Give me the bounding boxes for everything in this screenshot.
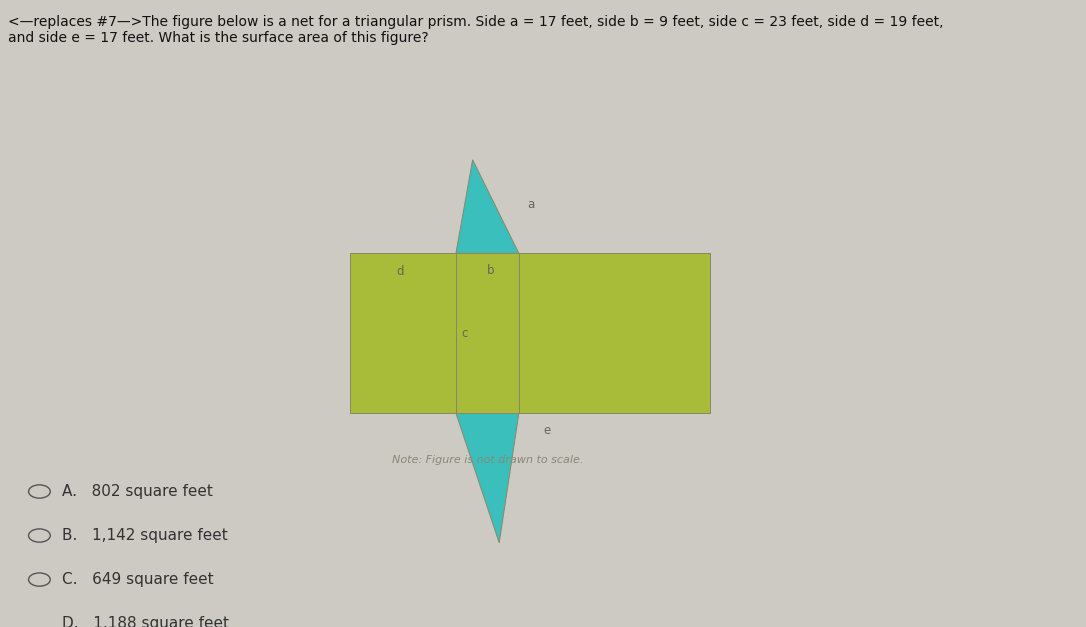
Text: C.   649 square feet: C. 649 square feet [62, 572, 214, 587]
Text: c: c [462, 327, 468, 340]
Polygon shape [456, 413, 519, 543]
Polygon shape [456, 160, 519, 253]
Text: B.   1,142 square feet: B. 1,142 square feet [62, 528, 228, 543]
Text: d: d [396, 265, 404, 278]
Polygon shape [350, 253, 709, 413]
Text: A.   802 square feet: A. 802 square feet [62, 484, 213, 499]
Text: a: a [527, 198, 534, 211]
Text: <—replaces #7—>The figure below is a net for a triangular prism. Side a = 17 fee: <—replaces #7—>The figure below is a net… [8, 15, 944, 45]
Text: D.   1,188 square feet: D. 1,188 square feet [62, 616, 229, 627]
Text: e: e [543, 424, 551, 437]
Text: Note: Figure is not drawn to scale.: Note: Figure is not drawn to scale. [392, 455, 583, 465]
Text: b: b [487, 264, 494, 277]
